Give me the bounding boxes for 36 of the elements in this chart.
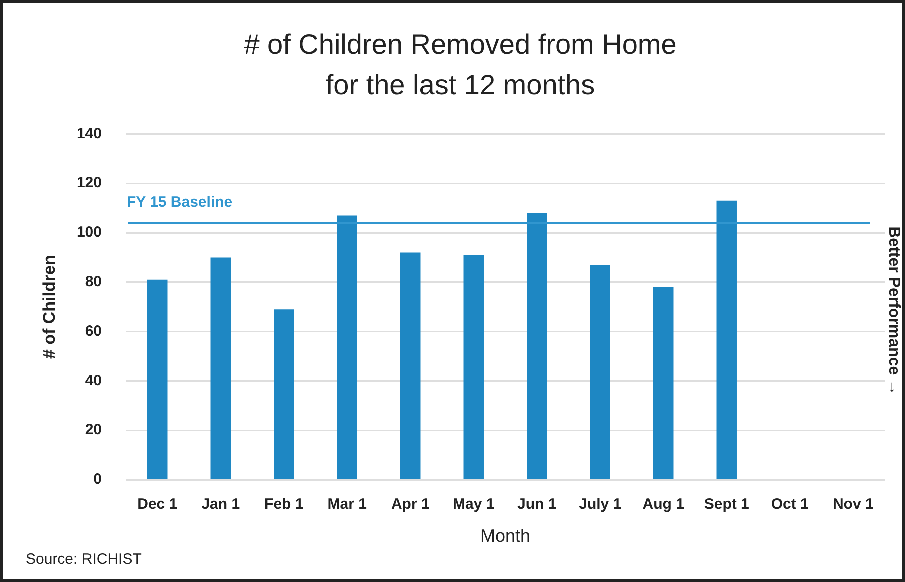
ref-line-label: FY 15 Baseline [127, 194, 233, 211]
x-tick-label: Feb 1 [264, 496, 304, 514]
source-note: Source: RICHIST [26, 551, 142, 568]
chart-title: # of Children Removed from Home for the last 12 months [244, 29, 677, 101]
bar [654, 287, 674, 480]
bar [716, 200, 737, 480]
y-tick-label: 100 [76, 224, 102, 242]
y-tick-label: 140 [76, 125, 102, 142]
x-tick-label: Jan 1 [202, 496, 240, 514]
y-tick-label: 80 [85, 274, 102, 291]
x-tick-label: July 1 [579, 496, 622, 514]
bar [464, 255, 484, 480]
y-tick-label: 20 [85, 422, 102, 439]
bar [400, 252, 421, 480]
bar [274, 310, 294, 480]
x-tick-label: Mar 1 [328, 496, 367, 514]
x-tick-label: Oct 1 [771, 496, 809, 514]
x-tick-label: Sept 1 [704, 496, 750, 514]
bar [527, 213, 548, 480]
x-tick-label: Jun 1 [518, 496, 557, 514]
text: Better Performance → [886, 226, 903, 396]
x-tick-label: Apr 1 [391, 496, 430, 514]
y-tick-label: 0 [94, 471, 102, 488]
bar [337, 216, 358, 480]
x-tick-label: Dec 1 [138, 496, 178, 514]
y-axis-title: # of Children [40, 255, 59, 360]
x-tick-label: May 1 [453, 496, 495, 514]
x-tick-label: Nov 1 [832, 496, 874, 514]
y-tick-label: 120 [76, 174, 102, 192]
y-tick-label: 60 [85, 322, 102, 340]
bar [148, 280, 168, 480]
x-axis-title: Month [480, 526, 531, 546]
y-tick-label: 40 [85, 372, 102, 390]
bar [210, 258, 231, 480]
bar [590, 265, 610, 480]
x-tick-label: Aug 1 [642, 496, 684, 514]
